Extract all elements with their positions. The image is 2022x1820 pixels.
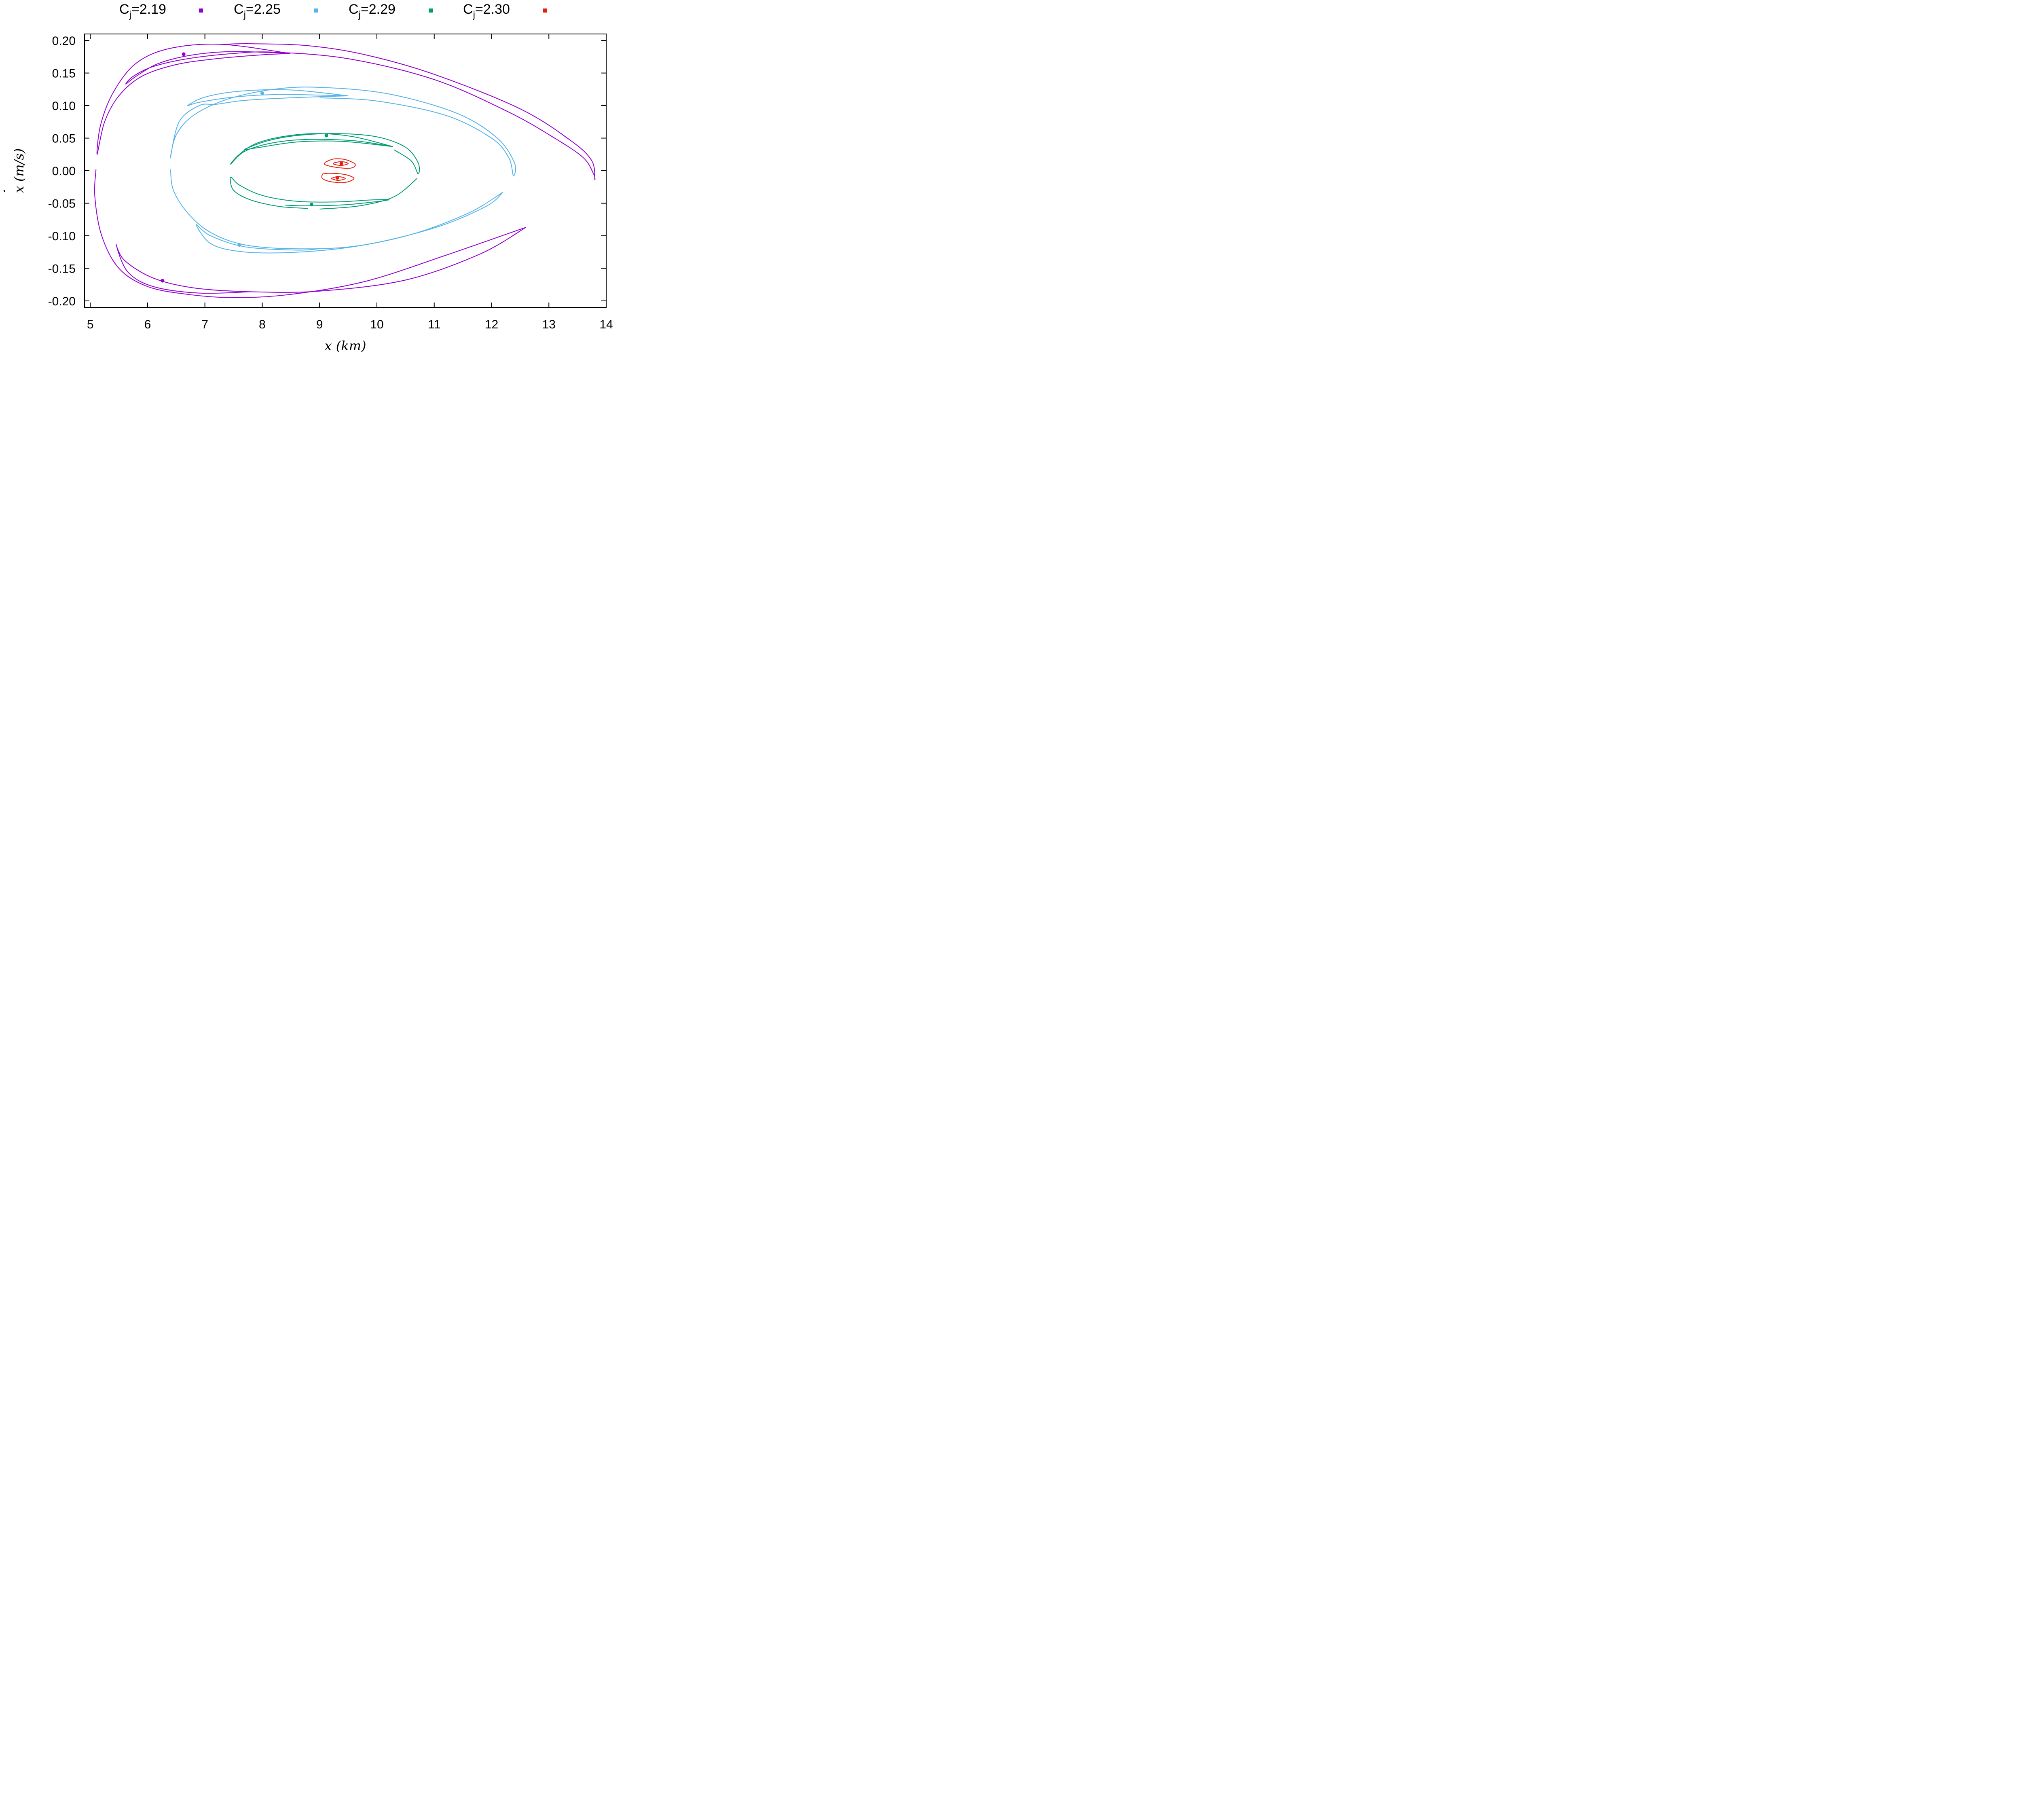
x-tick-label: 5 <box>87 318 94 331</box>
y-tick-label: 0.15 <box>52 67 76 80</box>
x-tick-label: 14 <box>599 318 613 331</box>
fixed-point-marker <box>339 161 343 165</box>
y-tick-label: 0.10 <box>52 99 76 113</box>
chart: Cj=2.19 Cj=2.25 Cj=2.29 Cj=2.30 5 6 7 8 9 10 11 12… <box>0 2 613 353</box>
fixed-point-marker <box>161 279 165 283</box>
legend-label-suffix: =2.19 <box>131 2 166 17</box>
plot-curves <box>94 43 596 298</box>
legend-label-suffix: =2.29 <box>361 2 396 17</box>
legend-label-prefix: C <box>234 2 244 17</box>
series-curve <box>196 192 503 254</box>
x-tick-label: 9 <box>316 318 323 331</box>
legend-label: Cj=2.29 <box>349 2 396 20</box>
x-tick-label: 13 <box>542 318 556 331</box>
fixed-point-marker <box>260 91 264 95</box>
x-tick-labels: 5 6 7 8 9 10 11 12 13 14 <box>87 318 613 331</box>
legend-label-subscript: j <box>129 9 131 20</box>
x-tick-label: 11 <box>428 318 440 331</box>
fixed-point-marker <box>237 243 241 247</box>
series-cj-2-25 <box>170 87 516 254</box>
legend-label-prefix: C <box>349 2 359 17</box>
legend-label: Cj=2.25 <box>234 2 281 20</box>
series-curve <box>170 169 503 250</box>
series-curve <box>187 89 349 106</box>
y-tick-label: 0.05 <box>52 132 76 146</box>
legend-label-prefix: C <box>463 2 473 17</box>
x-axis-label: x (km) <box>325 338 366 353</box>
x-tick-label: 8 <box>259 318 266 331</box>
legend-marker <box>429 8 433 13</box>
y-axis-label-dot: · <box>0 189 12 193</box>
series-curve <box>331 176 346 181</box>
legend-marker <box>199 8 203 13</box>
x-tick-label: 10 <box>370 318 383 331</box>
legend-label: Cj=2.30 <box>463 2 510 20</box>
series-cj-2-30 <box>321 158 356 183</box>
legend-marker <box>314 8 318 13</box>
y-tick-label: -0.20 <box>48 295 76 308</box>
series-cj-2-19 <box>94 43 596 298</box>
series-curve <box>115 227 527 294</box>
y-tick-label: -0.15 <box>48 262 76 275</box>
series-curve <box>170 87 516 176</box>
fixed-point-marker <box>182 52 186 56</box>
series-curve <box>321 173 355 183</box>
series-curve <box>333 161 349 166</box>
plot-frame <box>84 34 607 308</box>
legend-label-subscript: j <box>243 9 246 20</box>
y-axis-label: x (m/s) <box>11 148 27 193</box>
series-curve <box>319 178 417 210</box>
y-tick-labels: 0.20 0.15 0.10 0.05 0.00 -0.05 -0.10 -0.15 -0.20 <box>48 34 76 308</box>
legend-label-suffix: =2.25 <box>246 2 281 17</box>
y-tick-label: -0.05 <box>48 197 76 210</box>
legend: Cj=2.19 Cj=2.25 Cj=2.29 Cj=2.30 <box>119 2 547 20</box>
y-tick-label: 0.00 <box>52 165 76 178</box>
series-curve <box>230 177 390 209</box>
fixed-point-marker <box>335 176 339 180</box>
legend-label-subscript: j <box>473 9 475 20</box>
axis-ticks <box>85 34 607 307</box>
fixed-point-marker <box>309 203 313 207</box>
series-curve <box>230 133 393 165</box>
legend-marker <box>543 8 547 13</box>
series-curve <box>96 44 291 155</box>
legend-label-prefix: C <box>119 2 129 17</box>
fixed-point-marker <box>324 133 328 138</box>
series-cj-2-29 <box>230 133 420 210</box>
series-curve <box>324 158 356 169</box>
legend-label-suffix: =2.30 <box>475 2 510 17</box>
x-tick-label: 7 <box>201 318 208 331</box>
y-tick-label: 0.20 <box>52 34 76 48</box>
x-tick-label: 6 <box>144 318 151 331</box>
series-curve <box>125 43 596 180</box>
y-axis-label-group: x (m/s) · <box>0 148 27 193</box>
legend-label: Cj=2.19 <box>119 2 166 20</box>
x-tick-label: 12 <box>485 318 498 331</box>
series-curve <box>244 133 420 175</box>
legend-label-subscript: j <box>358 9 361 20</box>
y-tick-label: -0.10 <box>48 230 76 243</box>
series-curve <box>94 169 526 298</box>
